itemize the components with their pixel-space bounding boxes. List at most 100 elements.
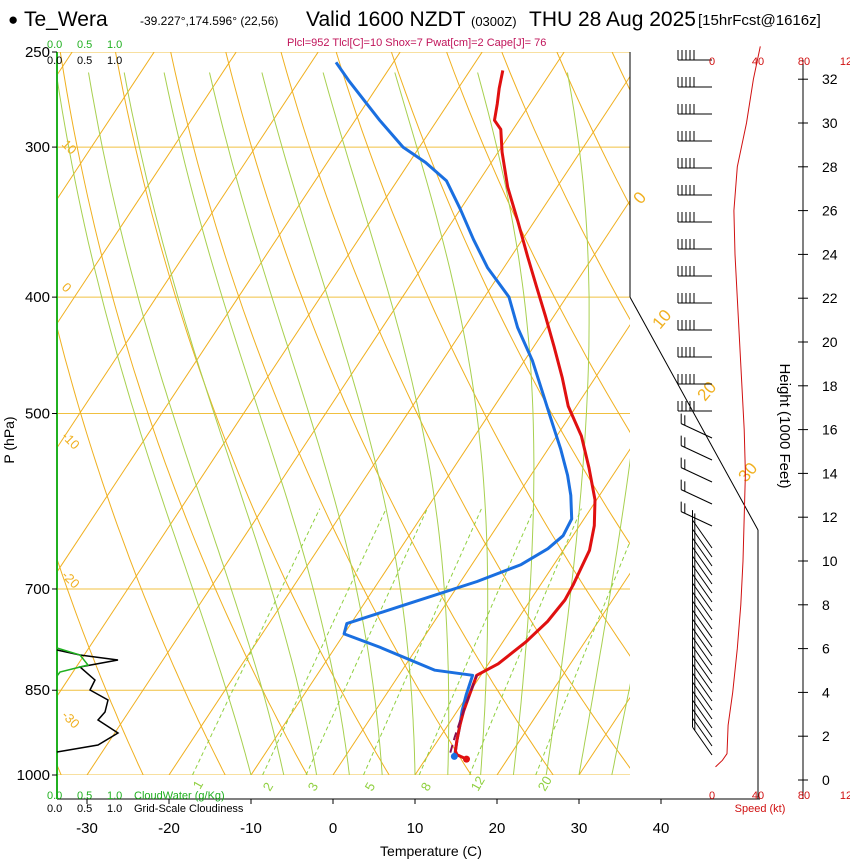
wind-barb: [692, 600, 713, 630]
isotherm-line: [332, 324, 630, 775]
speed-bottom-tick: 40: [752, 790, 764, 802]
dry-adiabat: [501, 52, 630, 321]
speed-top-tick: 80: [798, 56, 810, 68]
moist-adiabat: [394, 72, 489, 775]
station-name: Te_Wera: [24, 8, 108, 31]
wind-barb: [692, 699, 713, 729]
mixing-ratio-label: 12: [468, 773, 488, 793]
wind-barb: [692, 636, 713, 666]
cloudwater-bottom-tick: 0.5: [77, 790, 92, 802]
wind-barb: [692, 564, 713, 594]
wind-barb: [692, 537, 713, 567]
dry-adiabat: [611, 52, 630, 92]
wind-barb: [692, 618, 713, 648]
wind-barb: [692, 663, 713, 693]
moist-adiabat-label: 30: [735, 459, 762, 486]
moist-adiabat: [322, 72, 450, 775]
cloudwater-bottom-tick: 1.0: [107, 790, 122, 802]
moist-adiabat: [209, 72, 383, 775]
surface-dewpoint-point: [450, 752, 458, 760]
wind-barb: [692, 591, 713, 621]
pressure-tick-label: 1000: [17, 767, 50, 784]
cloudiness-bottom-tick: 0.5: [77, 803, 92, 815]
isotherm-line: [57, 52, 73, 76]
speed-bottom-tick: 80: [798, 790, 810, 802]
isotherm-line: [414, 448, 630, 775]
surface-temperature-point: [462, 755, 470, 763]
wind-barb: [692, 708, 713, 738]
dry-adiabat: [57, 557, 144, 775]
height-tick-label: 16: [822, 422, 838, 438]
dewpoint-line: [334, 61, 574, 757]
valid-date: THU 28 Aug 2025: [529, 8, 696, 31]
forecast-info: [15hrFcst@1616z]: [698, 12, 821, 29]
cloudiness-top-tick: 0.0: [47, 55, 62, 67]
speed-top-tick: 40: [752, 56, 764, 68]
wind-speed-profile: [715, 46, 761, 768]
speed-top-tick: 12: [840, 56, 850, 68]
pressure-tick-label: 300: [25, 139, 50, 156]
station-coords: -39.227°,174.596° (22,56): [140, 14, 279, 28]
isotherm-line: [57, 52, 237, 325]
temperature-tick-label: 20: [489, 820, 506, 837]
wind-barb: [692, 573, 713, 603]
cloudiness-top-tick: 1.0: [107, 55, 122, 67]
moist-adiabat: [57, 74, 252, 775]
height-tick-label: 22: [822, 290, 838, 306]
dry-adiabat: [225, 52, 554, 775]
temperature-tick-label: -20: [158, 820, 180, 837]
height-tick-label: 0: [822, 772, 830, 788]
temperature-tick-label: 0: [329, 820, 337, 837]
pressure-axis-title: P (hPa): [1, 416, 17, 463]
height-tick-label: 8: [822, 597, 830, 613]
moist-adiabat: [645, 73, 798, 776]
mixing-ratio-line: [418, 508, 535, 775]
height-tick-label: 4: [822, 684, 830, 700]
wind-barb: [692, 582, 713, 612]
valid-label: Valid 1600 NZDT: [306, 8, 466, 31]
parcel-path: [449, 674, 478, 753]
height-tick-label: 30: [822, 115, 838, 131]
height-axis-title: Height (1000 Feet): [776, 363, 793, 488]
isotherm-line: [496, 572, 630, 775]
chart-header: ● Te_Wera -39.227°,174.596° (22,56) Vali…: [0, 8, 850, 38]
speed-top-tick: 0: [709, 56, 715, 68]
wind-barb: [692, 546, 713, 576]
stability-indices: Plcl=952 Tlcl[C]=10 Shox=7 Pwat[cm]=2 Ca…: [287, 37, 547, 49]
pressure-tick-label: 500: [25, 406, 50, 423]
height-tick-label: 24: [822, 246, 838, 262]
moist-adiabat-label: 20: [694, 378, 721, 405]
temperature-tick-label: -30: [76, 820, 98, 837]
cloudiness-top-tick: 0.5: [77, 55, 92, 67]
mixing-ratio-label: 20: [535, 773, 555, 793]
moist-adiabat-label: 10: [649, 306, 676, 333]
wind-barb: [692, 672, 713, 702]
temperature-tick-label: 10: [407, 820, 424, 837]
dry-adiabat: [390, 52, 630, 545]
isotherm-line: [86, 52, 565, 775]
moist-adiabat: [163, 72, 350, 775]
pressure-tick-label: 700: [25, 581, 50, 598]
temperature-tick-label: 40: [653, 820, 670, 837]
dry-adiabat: [280, 52, 630, 769]
height-tick-label: 18: [822, 378, 838, 394]
wind-barb: [680, 467, 713, 483]
speed-axis-title: Speed (kt): [735, 803, 786, 815]
wind-barb: [692, 654, 713, 684]
wind-barb: [692, 690, 713, 720]
wind-barbs: [677, 50, 713, 756]
isotherm-line: [57, 52, 483, 698]
isotherm-line: [168, 75, 630, 775]
isotherm-line: [57, 52, 401, 573]
dry-adiabat: [335, 52, 630, 657]
grid-lines: [57, 52, 798, 776]
height-tick-label: 28: [822, 159, 838, 175]
wind-barb: [680, 423, 713, 439]
wind-panel-edge: [629, 296, 759, 531]
cloudwater-label: CloudWater (g/Kg): [134, 790, 225, 802]
cloudiness-profile: [56, 649, 120, 753]
mixing-ratio-line: [305, 508, 428, 775]
temperature-tick-label: -10: [240, 820, 262, 837]
dry-adiabat: [114, 52, 390, 775]
